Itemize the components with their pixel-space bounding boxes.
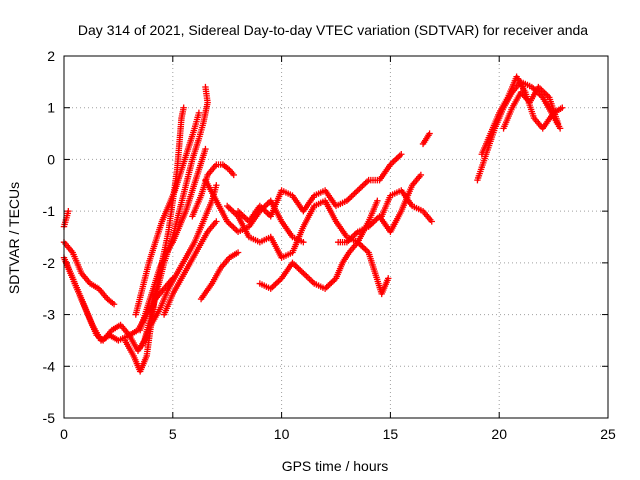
series-arc-2: [60, 238, 118, 308]
data-point: [213, 182, 220, 189]
data-point: [202, 83, 209, 91]
series-arc-8: [139, 182, 220, 349]
x-axis-label: GPS time / hours: [282, 458, 389, 474]
data-point: [398, 151, 405, 158]
data-point: [374, 197, 381, 204]
data-point: [213, 218, 220, 225]
x-tick-label: 5: [169, 426, 177, 442]
data-point: [559, 104, 566, 111]
data-point: [195, 109, 203, 117]
data-point: [556, 125, 564, 132]
data-point: [65, 207, 72, 215]
x-tick-label: 25: [600, 426, 616, 442]
y-tick-label: 1: [47, 100, 55, 116]
y-tick-label: -1: [43, 203, 56, 219]
series-arc-20: [478, 73, 566, 158]
x-tick-label: 0: [60, 426, 68, 442]
series-arc-7: [136, 145, 209, 334]
data-point: [385, 275, 392, 282]
y-tick-label: -5: [43, 410, 56, 426]
series-arc-13: [224, 197, 381, 261]
data-point: [428, 218, 435, 225]
x-tick-label: 10: [274, 426, 290, 442]
data-point: [300, 238, 307, 246]
data-point: [202, 145, 209, 153]
series-arc-11: [189, 161, 237, 220]
series-arc-14: [234, 151, 405, 225]
x-tick-label: 20: [491, 426, 507, 442]
y-tick-label: 2: [47, 48, 55, 64]
series-arc-6: [132, 109, 203, 318]
data-point: [554, 120, 562, 127]
y-axis-label: SDTVAR / TECUs: [6, 182, 22, 294]
series-arc-21: [500, 83, 562, 132]
data-point: [110, 301, 118, 308]
series-arc-10: [197, 249, 242, 303]
plot-frame: [63, 55, 609, 419]
series-arc-9: [160, 218, 220, 318]
y-tick-label: -2: [43, 255, 56, 271]
series-arc-17: [378, 187, 435, 225]
data-point: [230, 171, 237, 179]
y-tick-label: -3: [43, 307, 56, 323]
data-point: [234, 249, 242, 256]
data-points: [60, 73, 566, 375]
series-arc-15: [256, 238, 392, 298]
y-tick-label: 0: [47, 151, 55, 167]
series-arc-16: [334, 171, 425, 246]
axis-ticks: 0 5 10 15 20 25 -5 -4 -3 -2 -1 0 1 2: [43, 48, 616, 442]
series-arc-18: [419, 130, 433, 148]
x-tick-label: 15: [383, 426, 399, 442]
data-point: [417, 171, 425, 179]
chart-title: Day 314 of 2021, Sidereal Day-to-day VTE…: [78, 22, 588, 38]
data-point: [426, 130, 433, 137]
data-point: [180, 104, 187, 111]
y-tick-label: -4: [43, 358, 56, 374]
